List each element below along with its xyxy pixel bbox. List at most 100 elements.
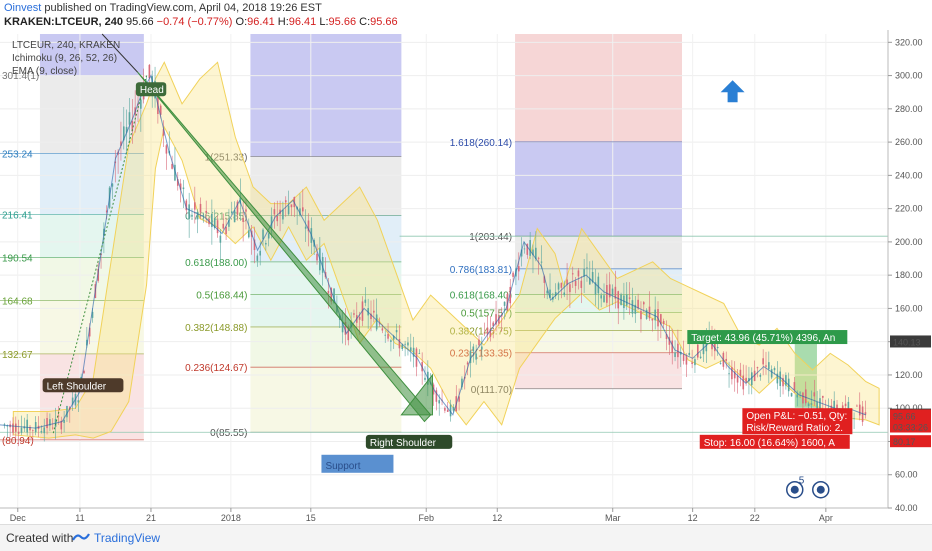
price-tag-bg (890, 335, 931, 348)
candle-body (196, 211, 199, 220)
fib-right-label-4: 0.5(157.57) (461, 308, 512, 319)
price-axis[interactable]: 40.0060.0080.00100.00120.00140.00160.001… (887, 30, 932, 524)
candle-body (799, 392, 801, 394)
candle-body (802, 392, 804, 404)
candle-body (753, 370, 756, 381)
candle-body (526, 243, 529, 255)
fib-left-label-0: 253.24 (2, 149, 33, 160)
candle-body (12, 423, 14, 433)
candle-body (435, 390, 438, 402)
candle-body (171, 164, 173, 169)
candle-body (748, 377, 750, 382)
candle-body (574, 280, 577, 286)
time-axis[interactable]: Dec 11 21 2018 15 Feb 12 Mar 12 22 Apr (0, 507, 888, 523)
candle-body (611, 288, 614, 296)
candle-body (188, 204, 190, 219)
candle-body (637, 299, 639, 309)
tradingview-logo-icon (72, 533, 90, 541)
candle-body (725, 358, 728, 361)
price-tick-label: 100.00 (895, 403, 923, 413)
candle-body (478, 339, 480, 346)
candle-body (847, 401, 850, 412)
time-tick-label: 15 (306, 513, 316, 523)
created-with: Created with (6, 531, 74, 545)
candle-body (222, 223, 225, 229)
candle-body (148, 64, 151, 79)
candle-body (213, 218, 216, 228)
candle-body (606, 285, 608, 303)
candle-body (287, 205, 290, 215)
candle-body (83, 370, 85, 374)
price-tick-label: 240.00 (895, 170, 923, 180)
candle-body (671, 340, 674, 353)
cloud-band (12, 61, 880, 439)
time-tick-label: 11 (75, 513, 84, 523)
legend-ema: EMA (9, close) (12, 66, 77, 77)
candle-body (262, 229, 264, 240)
fib-mid-label-1: 0.786(215.85) (185, 212, 247, 223)
time-tick-label: 12 (688, 513, 698, 523)
candle-body (770, 369, 773, 378)
candle-body (532, 249, 534, 256)
candle-body (446, 409, 449, 412)
candle-body (594, 282, 597, 295)
candle-body (500, 314, 503, 317)
candle-body (651, 318, 654, 321)
fib-mid-top-band (250, 34, 402, 157)
candle-body (273, 209, 276, 215)
pattern-drawings[interactable]: Head Left Shoulder Right Shoulder Support Ta… (42, 33, 853, 499)
support-label: Support (325, 461, 360, 472)
candle-body (768, 362, 770, 370)
candle-body (469, 350, 472, 364)
candle-body (864, 412, 867, 415)
head-label-group: Head (135, 82, 167, 97)
stop-bg (699, 434, 850, 449)
footer-bar: Created with TradingView (0, 524, 932, 551)
candle-body (736, 375, 739, 383)
fib-mid-band-2 (250, 261, 402, 295)
target-group: Target: 43.96 (45.71%) 4396, An (687, 330, 848, 345)
candle-body (256, 255, 259, 261)
candle-body (248, 230, 250, 238)
candle-body (321, 257, 324, 273)
fib-mid-label-0: 1(251.33) (205, 153, 248, 164)
candle-body (662, 320, 665, 325)
support-label-bg (321, 454, 394, 473)
candle-body (600, 295, 602, 299)
candle-body (347, 326, 350, 341)
fib-left-top-label: 301.4(1) (2, 71, 39, 82)
candle-body (105, 210, 108, 213)
candle-body (390, 340, 392, 342)
candle-body (714, 339, 716, 352)
candle-body (26, 419, 28, 433)
candle-body (304, 226, 307, 229)
candle-body (745, 377, 747, 383)
candle-body (557, 283, 560, 290)
candle-body (387, 334, 389, 339)
candle-body (259, 250, 261, 256)
candle-body (597, 276, 600, 294)
candle-body (634, 304, 637, 314)
candle-body (66, 405, 68, 418)
candle-body (498, 316, 500, 324)
candle-body (841, 405, 844, 411)
candle-body (853, 418, 855, 420)
candle-body (182, 187, 185, 190)
price-tag-bg (890, 420, 931, 433)
price-chart[interactable]: 253.24 216.41 190.54 164.68 132.67 (80.94) 301… (0, 30, 932, 524)
footer-brand[interactable]: TradingView (94, 531, 161, 545)
candle-body (88, 327, 91, 337)
price-tick-label: 260.00 (895, 137, 923, 147)
candle-body (270, 216, 273, 229)
support-group: Support (321, 454, 394, 473)
publisher-name[interactable]: Oinvest (4, 2, 42, 14)
publish-line: Oinvest published on TradingView.com, Ap… (4, 2, 322, 14)
candle-body (159, 105, 162, 115)
candle-body (858, 404, 861, 416)
candle-body (302, 207, 304, 212)
fib-left-label-2: 190.54 (2, 254, 33, 265)
candle-body (91, 311, 94, 318)
candle-body (628, 297, 631, 299)
candle-body (822, 395, 824, 398)
candle-body (577, 270, 580, 277)
